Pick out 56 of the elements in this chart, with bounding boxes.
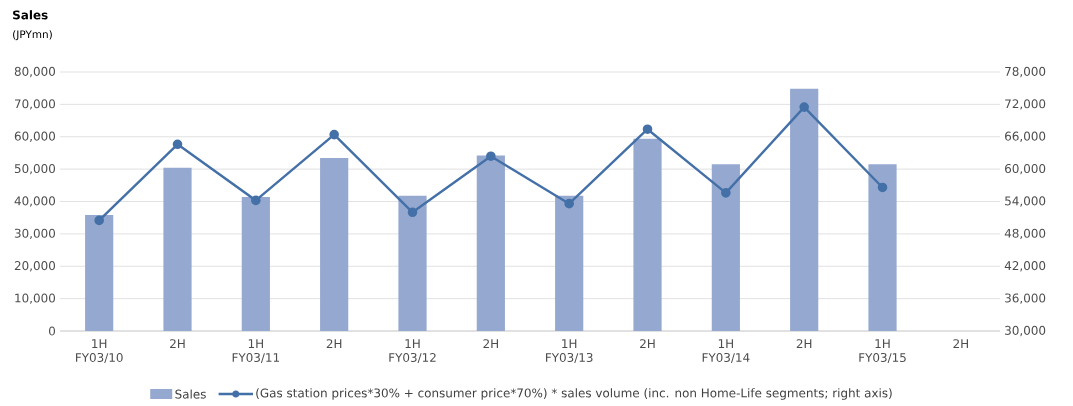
- y2-tick-label: 36,000: [1005, 293, 1046, 304]
- point: [642, 124, 653, 134]
- point: [721, 188, 731, 198]
- y2-tick-label: 72,000: [1005, 99, 1046, 110]
- x-tick-label: 2H: [796, 339, 812, 349]
- legend-label: (Gas station prices*30% + consumer price*70%) * sales volume (inc. non Home-Life segments; right axis): [256, 388, 892, 400]
- bar: [85, 215, 114, 331]
- bar: [633, 138, 662, 331]
- bar: [241, 196, 270, 331]
- x-tick-label: 2H: [170, 339, 185, 349]
- x-tick-label: 1H FY03/15: [859, 339, 906, 363]
- y2-tick-label: 78,000: [1005, 66, 1046, 78]
- point: [486, 151, 496, 161]
- text: (JPYmn): [13, 30, 52, 41]
- y-tick-label: 40,000: [14, 196, 56, 207]
- y2-tick-label: 30,000: [1005, 325, 1046, 337]
- x-tick-label: 1H FY03/14: [702, 339, 750, 363]
- point: [172, 139, 183, 150]
- legend-label: Sales: [175, 389, 206, 399]
- y2-tick-label: 48,000: [1004, 228, 1046, 240]
- y2-tick-label: 60,000: [1005, 163, 1046, 175]
- point: [94, 215, 104, 226]
- bar: [320, 158, 349, 331]
- y-tick-label: 80,000: [14, 66, 56, 78]
- bar: [476, 155, 505, 331]
- y-tick-label: 70,000: [14, 99, 56, 110]
- x-tick-label: 1H FY03/10: [76, 339, 123, 363]
- bar: [163, 167, 192, 331]
- x-tick-label: 2H: [953, 339, 968, 349]
- point: [564, 198, 574, 209]
- y-tick-label: 60,000: [14, 131, 56, 142]
- point: [799, 102, 809, 112]
- y-tick-label: 20,000: [14, 261, 56, 272]
- y2-tick-label: 54,000: [1005, 196, 1046, 207]
- x-tick-label: 1H FY03/11: [232, 339, 280, 363]
- x-tick-label: 2H: [326, 339, 342, 349]
- y2-tick-label: 42,000: [1004, 261, 1046, 272]
- bar: [868, 164, 897, 331]
- x-tick-label: 1H FY03/13: [546, 339, 593, 363]
- y-tick-label: 0: [49, 326, 56, 336]
- y-tick-label: 10,000: [15, 293, 56, 304]
- x-tick-label: 2H: [640, 339, 655, 349]
- point: [329, 129, 339, 140]
- chart-title: Sales: [13, 10, 48, 20]
- bar: [398, 195, 427, 331]
- bar: [555, 195, 584, 331]
- bar: [790, 88, 819, 331]
- y2-tick-label: 66,000: [1005, 131, 1046, 142]
- bar: [711, 164, 740, 331]
- x-tick-label: 1H FY03/12: [389, 339, 436, 363]
- x-tick-label: 2H: [483, 339, 498, 349]
- y-tick-label: 50,000: [14, 164, 56, 175]
- point: [251, 195, 261, 206]
- point: [407, 207, 418, 218]
- point: [877, 182, 888, 193]
- y-tick-label: 30,000: [14, 228, 56, 240]
